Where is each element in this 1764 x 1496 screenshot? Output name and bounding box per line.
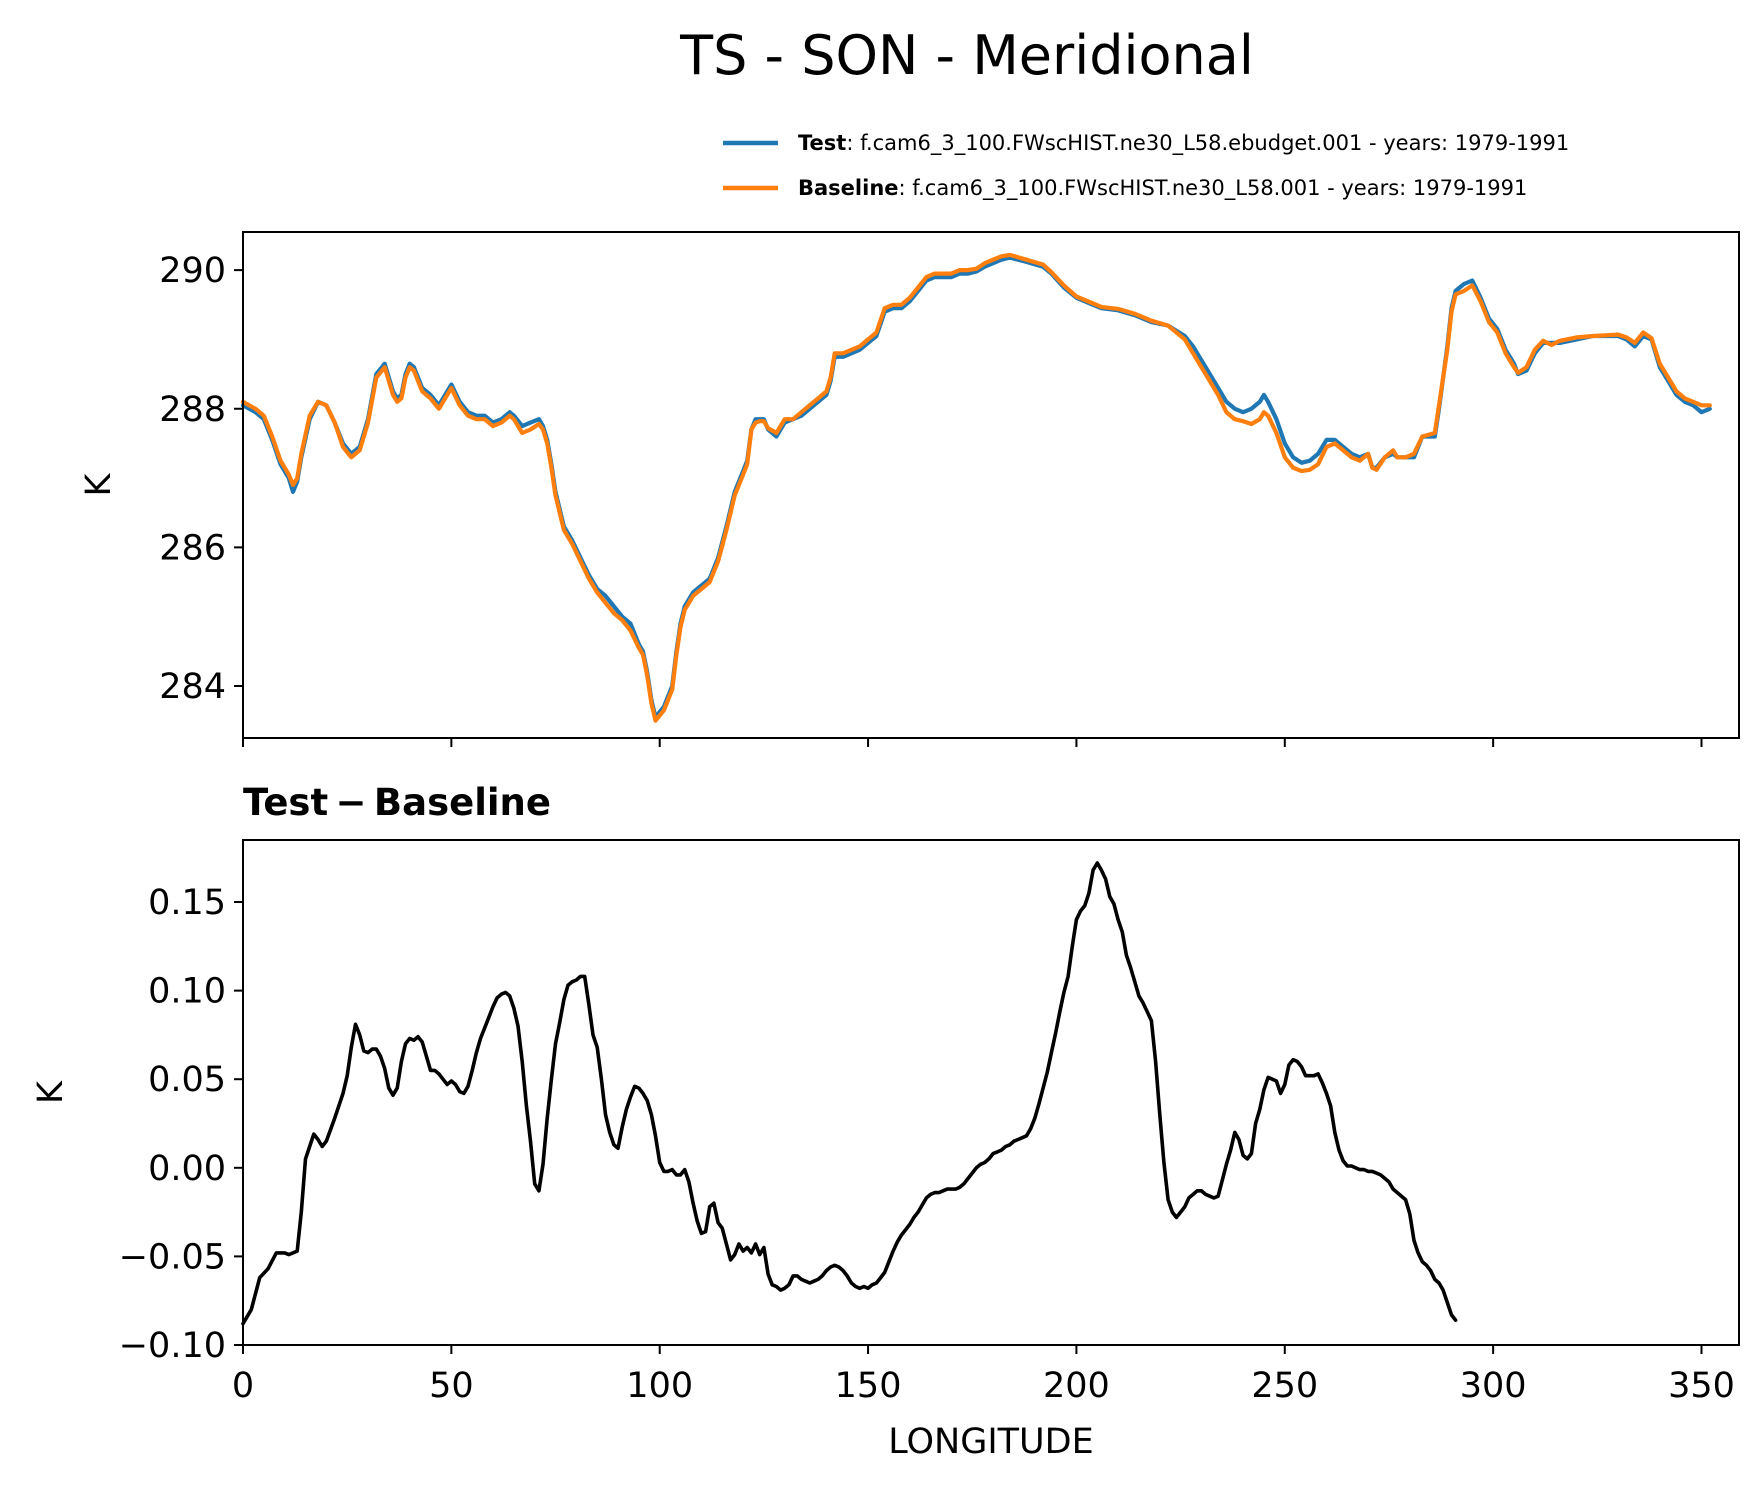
legend-name: Test: [798, 131, 846, 155]
axes-bottom: 0 50 100 150 200 250 300 350 −0.10 −0.05 0.00 0.05 0…: [31, 781, 1740, 1462]
x-tick-label: 350: [1668, 1366, 1735, 1406]
y-tick-label: −0.10: [119, 1326, 226, 1366]
legend: Test: f.cam6_3_100.FWscHIST.ne30_L58.ebu…: [723, 131, 1569, 201]
y-tick-label: 288: [159, 390, 226, 430]
series-line-difference: [241, 861, 1458, 1326]
x-tick-label: 100: [626, 1366, 693, 1406]
y-tick-label: 290: [159, 251, 226, 291]
axes-frame: [242, 231, 1740, 739]
y-tick-label: 0.00: [148, 1149, 226, 1189]
x-tick-label: 50: [429, 1366, 474, 1406]
x-axis-label: LONGITUDE: [888, 1422, 1094, 1462]
x-tick-label: 0: [232, 1366, 254, 1406]
subplot-title: Test − Baseline: [243, 781, 551, 824]
legend-label-baseline: Baseline: f.cam6_3_100.FWscHIST.ne30_L58…: [798, 176, 1527, 201]
x-tick-label: 150: [835, 1366, 902, 1406]
x-tick-label: 300: [1460, 1366, 1527, 1406]
x-tick-label: 200: [1043, 1366, 1110, 1406]
legend-description: : f.cam6_3_100.FWscHIST.ne30_L58.ebudget…: [846, 131, 1569, 156]
series-line-baseline: [240, 252, 1712, 723]
y-tick-label: 0.15: [148, 883, 226, 923]
y-axis-label: K: [79, 472, 119, 496]
axes-top: 284 286 288 290 K: [79, 231, 1740, 747]
y-tick-label: 0.10: [148, 972, 226, 1012]
legend-name: Baseline: [798, 176, 899, 200]
y-axis-label: K: [31, 1080, 71, 1104]
legend-label-test: Test: f.cam6_3_100.FWscHIST.ne30_L58.ebu…: [798, 131, 1569, 156]
y-tick-label: 0.05: [148, 1060, 226, 1100]
y-tick-label: 284: [159, 667, 226, 707]
figure-title: TS - SON - Meridional: [679, 24, 1254, 87]
y-tick-label: −0.05: [119, 1237, 226, 1277]
y-tick-label: 286: [159, 528, 226, 568]
axes-frame: [242, 839, 1740, 1346]
x-tick-label: 250: [1251, 1366, 1318, 1406]
legend-description: : f.cam6_3_100.FWscHIST.ne30_L58.001 - y…: [899, 176, 1528, 201]
